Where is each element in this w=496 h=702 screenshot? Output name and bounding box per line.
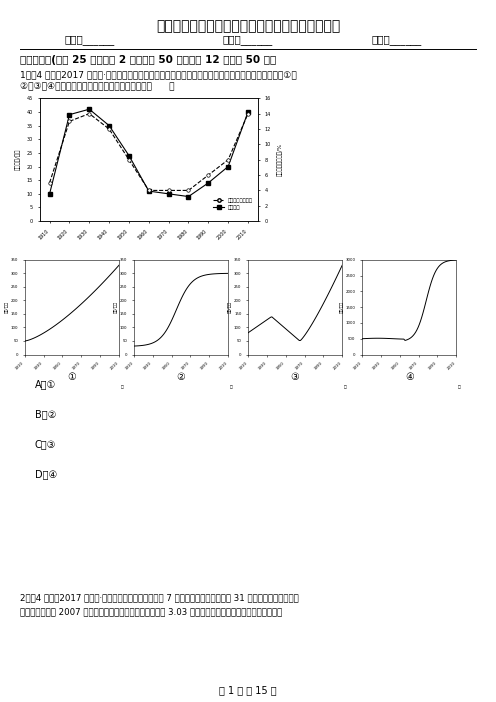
Y-axis label: 人数/百万: 人数/百万 bbox=[339, 301, 343, 313]
Text: 年: 年 bbox=[230, 385, 233, 389]
Text: 年: 年 bbox=[258, 264, 261, 269]
Text: 成绩：______: 成绩：______ bbox=[372, 35, 422, 45]
Text: ③: ③ bbox=[291, 372, 300, 382]
Y-axis label: 人数/百万: 人数/百万 bbox=[227, 301, 231, 313]
Y-axis label: 人数/百万: 人数/百万 bbox=[113, 301, 117, 313]
Text: 一、单选题(本题 25 小题，每 2 分，共计 50 分）（共 12 题；共 50 分）: 一、单选题(本题 25 小题，每 2 分，共计 50 分）（共 12 题；共 5… bbox=[20, 55, 276, 65]
Text: ②、③、④四幅图中，符合该国人口增长特征的是（      ）: ②、③、④四幅图中，符合该国人口增长特征的是（ ） bbox=[20, 81, 174, 91]
Text: D．④: D．④ bbox=[35, 470, 57, 479]
Legend: 移民占总人口比例, 移民人数: 移民占总人口比例, 移民人数 bbox=[211, 195, 255, 212]
Text: 第 1 页 共 15 页: 第 1 页 共 15 页 bbox=[219, 686, 277, 696]
Y-axis label: 移民人数/百万: 移民人数/百万 bbox=[15, 149, 21, 171]
Text: ④: ④ bbox=[405, 372, 414, 382]
Text: ②: ② bbox=[177, 372, 186, 382]
Text: 年: 年 bbox=[344, 385, 347, 389]
Text: 姓名：______: 姓名：______ bbox=[64, 35, 115, 45]
Text: A．①: A．① bbox=[35, 379, 56, 389]
Text: C．③: C．③ bbox=[35, 439, 56, 449]
Text: 江西省上饶市高一下学期地理期末考试试卷（文）: 江西省上饶市高一下学期地理期末考试试卷（文） bbox=[156, 20, 340, 34]
Text: 1．（4 分）（2017 高一下·东台期中）下图为显示某国移民人数及其占总人口比例的变化。下图所示的①、: 1．（4 分）（2017 高一下·东台期中）下图为显示某国移民人数及其占总人口比… bbox=[20, 70, 297, 79]
Y-axis label: 人数/百万: 人数/百万 bbox=[4, 301, 8, 313]
Text: B．②: B．② bbox=[35, 409, 56, 419]
Text: 班级：______: 班级：______ bbox=[223, 35, 273, 45]
Text: 美国人口普查局 2007 年年底发布报告称，美国人口总数为 3.03 亿左右。结合右，右两图回答下列各题。: 美国人口普查局 2007 年年底发布报告称，美国人口总数为 3.03 亿左右。结… bbox=[20, 607, 282, 616]
Text: ①: ① bbox=[67, 372, 76, 382]
Text: 年: 年 bbox=[458, 385, 461, 389]
Y-axis label: 移民占总人口比例/%: 移民占总人口比例/% bbox=[277, 143, 282, 176]
Text: 年: 年 bbox=[121, 385, 124, 389]
Text: 2．（4 分）（2017 高一下·南沙月考）根据统计美国每 7 秒钟超接一个新生儿，每 31 秒钟进入一名新移民，: 2．（4 分）（2017 高一下·南沙月考）根据统计美国每 7 秒钟超接一个新生… bbox=[20, 593, 299, 602]
